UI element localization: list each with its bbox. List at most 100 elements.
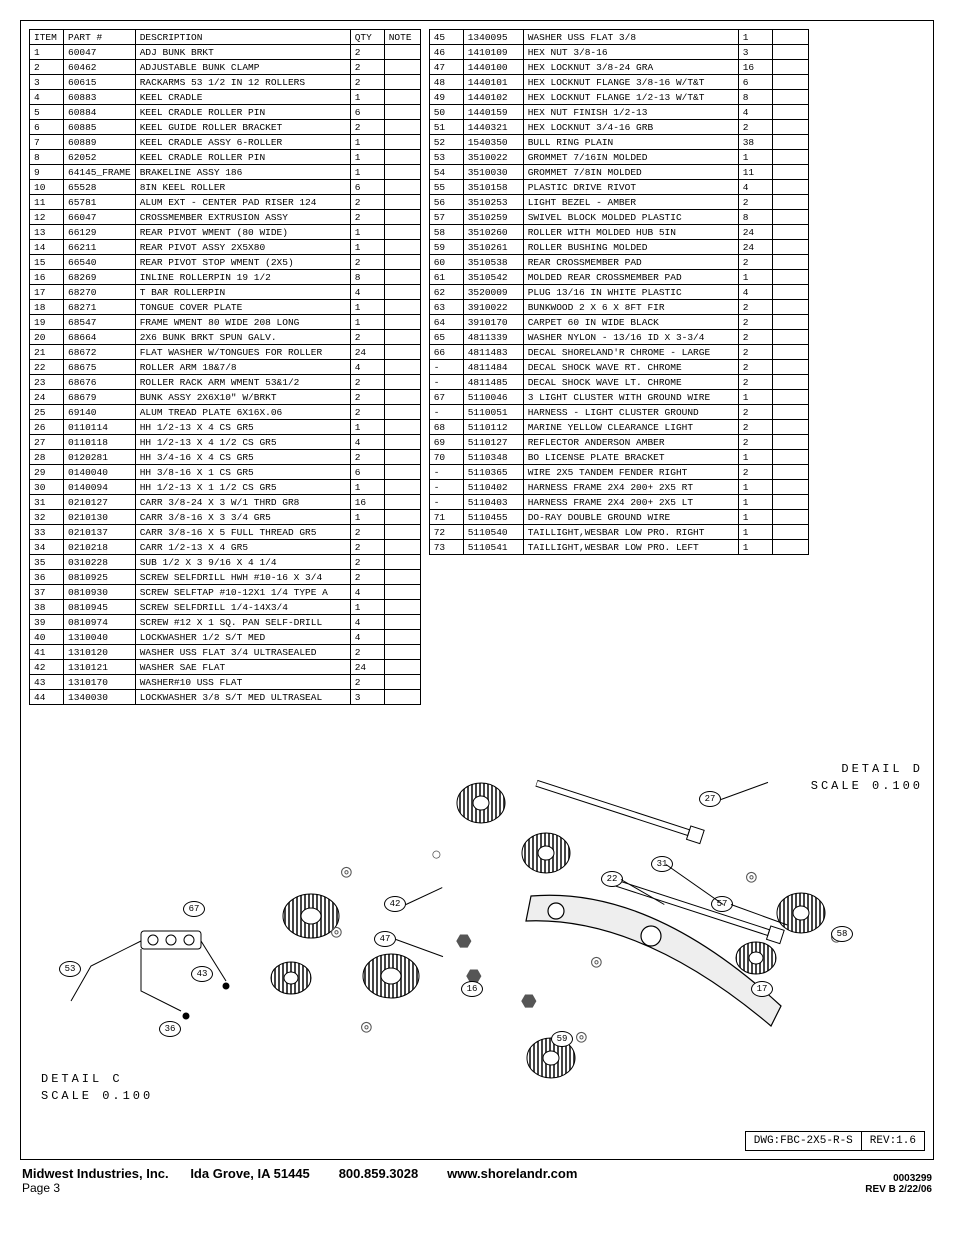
table-row: 481440101HEX LOCKNUT FLANGE 3/8-16 W/T&T… bbox=[429, 75, 808, 90]
cell-qty: 3 bbox=[738, 45, 772, 60]
cell-qty: 1 bbox=[350, 510, 384, 525]
cell-qty: 38 bbox=[738, 135, 772, 150]
cell-desc: SCREW SELFDRILL 1/4-14X3/4 bbox=[135, 600, 350, 615]
cell-item: 37 bbox=[30, 585, 64, 600]
cell-desc: HARNESS FRAME 2X4 200+ 2X5 RT bbox=[523, 480, 738, 495]
cell-note bbox=[772, 180, 808, 195]
cell-item: 52 bbox=[429, 135, 463, 150]
cell-note bbox=[772, 435, 808, 450]
cell-part: 5110402 bbox=[463, 480, 523, 495]
cell-part: 0140040 bbox=[64, 465, 136, 480]
cell-item: 23 bbox=[30, 375, 64, 390]
cell-desc: MARINE YELLOW CLEARANCE LIGHT bbox=[523, 420, 738, 435]
detail-c-label: DETAIL C SCALE 0.100 bbox=[41, 1071, 153, 1105]
cell-note bbox=[384, 270, 420, 285]
cell-note bbox=[772, 45, 808, 60]
cell-item: 14 bbox=[30, 240, 64, 255]
table-row: 360615RACKARMS 53 1/2 IN 12 ROLLERS2 bbox=[30, 75, 421, 90]
washer-icon: ◎ bbox=[331, 921, 342, 943]
cell-desc: HEX LOCKNUT FLANGE 1/2-13 W/T&T bbox=[523, 90, 738, 105]
cell-item: 40 bbox=[30, 630, 64, 645]
cell-part: 64145_FRAME bbox=[64, 165, 136, 180]
cell-desc: PLASTIC DRIVE RIVOT bbox=[523, 180, 738, 195]
cell-note bbox=[384, 645, 420, 660]
cell-part: 66211 bbox=[64, 240, 136, 255]
cell-qty: 1 bbox=[738, 450, 772, 465]
cell-note bbox=[384, 315, 420, 330]
cell-item: 53 bbox=[429, 150, 463, 165]
table-row: 290140040HH 3/8-16 X 1 CS GR56 bbox=[30, 465, 421, 480]
cell-qty: 4 bbox=[738, 285, 772, 300]
cell-part: 62052 bbox=[64, 150, 136, 165]
table-row: 521540350BULL RING PLAIN38 bbox=[429, 135, 808, 150]
cell-note bbox=[384, 105, 420, 120]
cell-note bbox=[384, 75, 420, 90]
cell-part: 5110051 bbox=[463, 405, 523, 420]
cell-part: 1310120 bbox=[64, 645, 136, 660]
cell-desc: HEX LOCKNUT FLANGE 3/8-16 W/T&T bbox=[523, 75, 738, 90]
table-row: 360810925SCREW SELFDRILL HWH #10-16 X 3/… bbox=[30, 570, 421, 585]
cell-item: 2 bbox=[30, 60, 64, 75]
cell-note bbox=[772, 465, 808, 480]
cell-part: 0110114 bbox=[64, 420, 136, 435]
cell-desc: LIGHT BEZEL - AMBER bbox=[523, 195, 738, 210]
cell-desc: HEX NUT 3/8-16 bbox=[523, 45, 738, 60]
cell-qty: 24 bbox=[738, 225, 772, 240]
table-row: 2368676ROLLER RACK ARM WMENT 53&1/22 bbox=[30, 375, 421, 390]
cell-note bbox=[772, 510, 808, 525]
callout-16: 16 bbox=[461, 981, 483, 997]
cell-item: 22 bbox=[30, 360, 64, 375]
cell-item: 48 bbox=[429, 75, 463, 90]
cell-note bbox=[384, 360, 420, 375]
cell-item: 71 bbox=[429, 510, 463, 525]
cell-desc: PLUG 13/16 IN WHITE PLASTIC bbox=[523, 285, 738, 300]
cell-desc: HH 3/4-16 X 4 CS GR5 bbox=[135, 450, 350, 465]
cell-qty: 1 bbox=[738, 390, 772, 405]
cell-item: 36 bbox=[30, 570, 64, 585]
cell-item: 3 bbox=[30, 75, 64, 90]
cell-qty: 1 bbox=[350, 600, 384, 615]
table-row: 685110112MARINE YELLOW CLEARANCE LIGHT2 bbox=[429, 420, 808, 435]
cell-part: 3510030 bbox=[463, 165, 523, 180]
table-row: 964145_FRAMEBRAKELINE ASSY 1861 bbox=[30, 165, 421, 180]
cell-qty: 1 bbox=[738, 495, 772, 510]
cell-part: 3510022 bbox=[463, 150, 523, 165]
cell-qty: 1 bbox=[350, 90, 384, 105]
table-row: 1566540REAR PIVOT STOP WMENT (2X5)2 bbox=[30, 255, 421, 270]
cell-note bbox=[384, 120, 420, 135]
cell-item: 8 bbox=[30, 150, 64, 165]
cell-item: 47 bbox=[429, 60, 463, 75]
cell-item: 60 bbox=[429, 255, 463, 270]
cell-part: 3510538 bbox=[463, 255, 523, 270]
cell-desc: CARR 3/8-16 X 3 3/4 GR5 bbox=[135, 510, 350, 525]
cell-qty: 2 bbox=[350, 45, 384, 60]
cell-item: 45 bbox=[429, 30, 463, 45]
cell-qty: 2 bbox=[738, 345, 772, 360]
callout-43: 43 bbox=[191, 966, 213, 982]
cell-qty: 4 bbox=[350, 285, 384, 300]
cell-desc: TAILLIGHT,WESBAR LOW PRO. LEFT bbox=[523, 540, 738, 555]
cell-desc: HH 1/2-13 X 4 1/2 CS GR5 bbox=[135, 435, 350, 450]
cell-item: 39 bbox=[30, 615, 64, 630]
cell-part: 60889 bbox=[64, 135, 136, 150]
cell-note bbox=[772, 210, 808, 225]
cell-qty: 2 bbox=[350, 255, 384, 270]
cell-qty: 4 bbox=[738, 180, 772, 195]
cell-note bbox=[772, 495, 808, 510]
cell-note bbox=[384, 570, 420, 585]
cell-note bbox=[384, 345, 420, 360]
cell-note bbox=[384, 615, 420, 630]
callout-47: 47 bbox=[374, 931, 396, 947]
cell-note bbox=[384, 60, 420, 75]
table-row: 543510030GROMMET 7/8IN MOLDED11 bbox=[429, 165, 808, 180]
cell-note bbox=[772, 540, 808, 555]
cell-qty: 2 bbox=[738, 315, 772, 330]
cell-desc: ALUM TREAD PLATE 6X16X.06 bbox=[135, 405, 350, 420]
cell-part: 60885 bbox=[64, 120, 136, 135]
table-row: 441340030LOCKWASHER 3/8 S/T MED ULTRASEA… bbox=[30, 690, 421, 705]
table-row: 603510538REAR CROSSMEMBER PAD2 bbox=[429, 255, 808, 270]
cell-desc: REAR PIVOT STOP WMENT (2X5) bbox=[135, 255, 350, 270]
cell-part: 3510260 bbox=[463, 225, 523, 240]
table-row: 491440102HEX LOCKNUT FLANGE 1/2-13 W/T&T… bbox=[429, 90, 808, 105]
cell-desc: 3 LIGHT CLUSTER WITH GROUND WIRE bbox=[523, 390, 738, 405]
